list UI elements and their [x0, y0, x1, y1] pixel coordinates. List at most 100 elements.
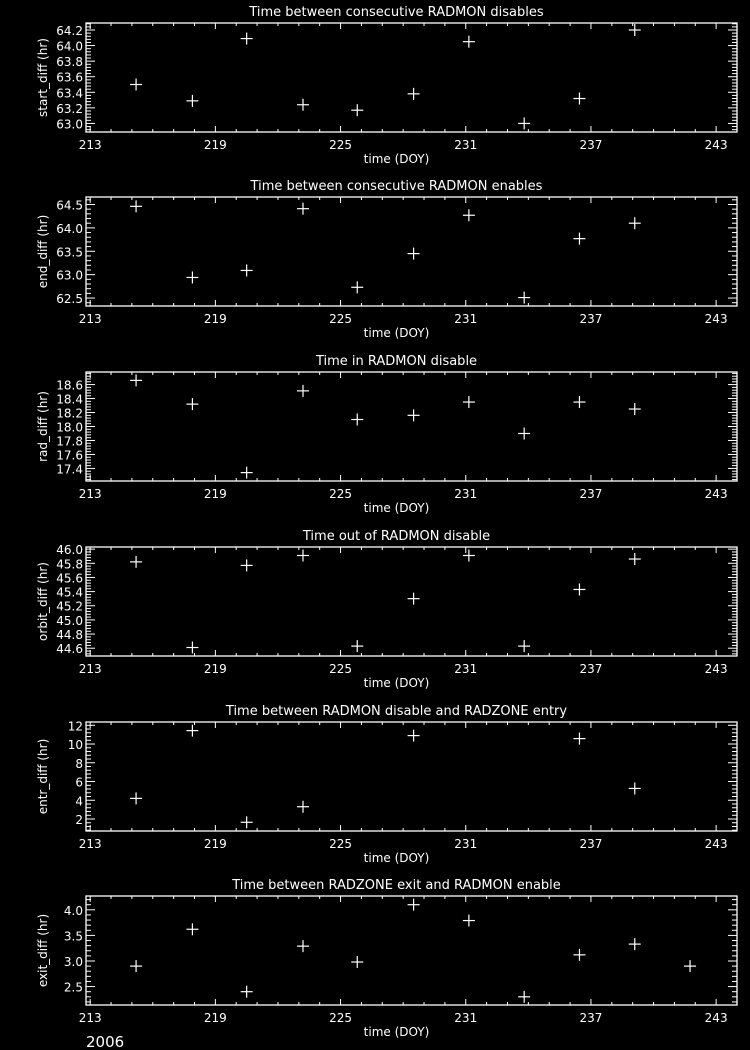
plot-frame [85, 196, 738, 307]
y-axis-label: orbit_diff (hr) [36, 562, 50, 641]
y-tick-label: 18.2 [56, 407, 83, 421]
y-tick-label: 17.6 [56, 448, 83, 462]
x-tick-label: 231 [454, 312, 477, 326]
x-tick-label: 219 [204, 138, 227, 152]
x-tick-label: 225 [329, 312, 352, 326]
x-tick-label: 237 [579, 1011, 602, 1025]
y-tick-label: 63.0 [56, 117, 83, 131]
scatter-panel-3: Time in RADMON disable 213 219 225 231 237 243… [36, 354, 738, 515]
data-point [186, 398, 199, 411]
data-point [297, 800, 309, 813]
x-tick-label: 231 [454, 662, 477, 676]
data-point [351, 640, 364, 653]
x-tick-label: 219 [204, 487, 227, 501]
data-point [462, 35, 475, 48]
y-tick-label: 3.5 [64, 929, 83, 943]
data-point [130, 555, 143, 568]
plot-frame [85, 22, 738, 133]
x-tick-label: 213 [79, 138, 102, 152]
y-tick-label: 2 [75, 813, 83, 827]
chart-title: Time between consecutive RADMON enables [250, 179, 543, 194]
data-point [351, 413, 364, 426]
y-tick-label: 18.6 [56, 379, 83, 393]
chart-title: Time between RADZONE exit and RADMON ena… [231, 878, 561, 893]
data-point [628, 553, 641, 566]
x-tick-label: 243 [705, 837, 728, 851]
x-axis-label: time (DOY) [364, 326, 430, 340]
x-tick-label: 231 [454, 487, 477, 501]
data-point [573, 92, 586, 105]
data-point [186, 923, 199, 936]
data-point [297, 549, 309, 562]
x-tick-label: 243 [705, 138, 728, 152]
y-tick-label: 63.4 [56, 86, 83, 100]
x-tick-label: 219 [204, 662, 227, 676]
data-point [573, 732, 586, 745]
data-point [407, 898, 420, 911]
data-point [297, 98, 309, 111]
x-axis-label: time (DOY) [364, 1025, 430, 1039]
x-tick-label: 213 [79, 487, 102, 501]
scatter-panel-5: Time between RADMON disable and RADZONE … [36, 704, 738, 865]
plot-frame [85, 371, 738, 482]
data-point [240, 985, 253, 998]
data-point [573, 948, 586, 961]
data-point [518, 291, 531, 304]
x-tick-label: 237 [579, 487, 602, 501]
plot-frame [85, 546, 738, 657]
x-tick-label: 237 [579, 312, 602, 326]
data-point [462, 914, 475, 927]
data-point [186, 94, 199, 107]
y-tick-label: 18.0 [56, 421, 83, 435]
data-point [407, 729, 420, 742]
plot-frame [85, 895, 738, 1006]
data-point [573, 583, 586, 596]
data-point [240, 264, 253, 277]
y-tick-label: 44.6 [56, 642, 83, 656]
y-tick-label: 17.4 [56, 462, 83, 476]
y-tick-label: 45.6 [56, 571, 83, 585]
data-point [130, 200, 143, 213]
y-tick-label: 63.2 [56, 102, 83, 116]
x-tick-label: 231 [454, 837, 477, 851]
chart-title: Time between consecutive RADMON disables [248, 5, 544, 20]
y-tick-label: 45.0 [56, 614, 83, 628]
y-tick-label: 64.5 [56, 198, 83, 212]
data-point [628, 403, 641, 416]
data-point [240, 466, 253, 479]
x-tick-label: 237 [579, 837, 602, 851]
data-point [130, 78, 143, 91]
data-point [628, 24, 641, 37]
data-point [462, 396, 475, 409]
x-tick-label: 225 [329, 662, 352, 676]
plot-frame [85, 721, 738, 832]
data-point [240, 559, 253, 572]
x-tick-label: 231 [454, 138, 477, 152]
data-point [518, 427, 531, 440]
data-point [628, 782, 641, 795]
x-tick-label: 243 [705, 662, 728, 676]
x-tick-label: 243 [705, 487, 728, 501]
data-point [130, 792, 143, 805]
x-tick-label: 219 [204, 1011, 227, 1025]
y-tick-label: 63.6 [56, 71, 83, 85]
y-tick-label: 10 [68, 738, 83, 752]
chart-title: Time out of RADMON disable [302, 529, 490, 544]
y-tick-label: 46.0 [56, 543, 83, 557]
data-point [407, 592, 420, 605]
data-point [186, 724, 199, 737]
x-axis-label: time (DOY) [364, 501, 430, 515]
y-tick-label: 6 [75, 776, 83, 790]
x-axis-label: time (DOY) [364, 676, 430, 690]
data-point [351, 281, 364, 294]
x-tick-label: 213 [79, 312, 102, 326]
data-point [186, 641, 199, 654]
data-point [186, 271, 199, 284]
data-point [297, 202, 309, 215]
data-point [573, 396, 586, 409]
x-tick-label: 243 [705, 312, 728, 326]
data-point [130, 960, 143, 973]
data-point [407, 409, 420, 422]
